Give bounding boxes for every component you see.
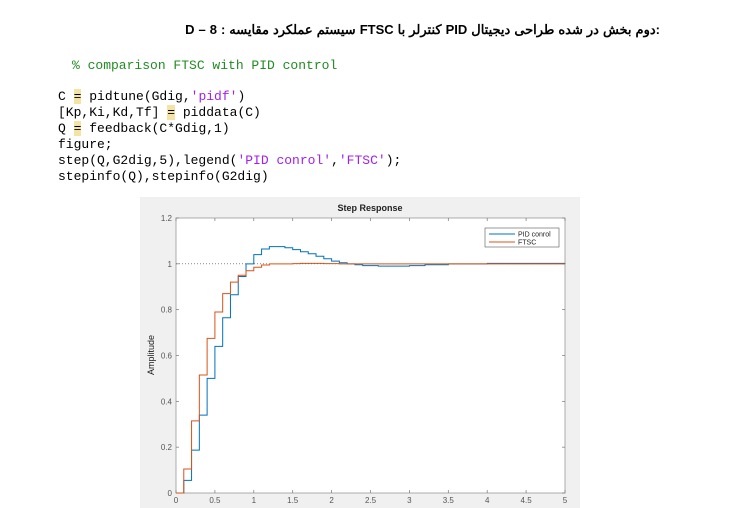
code-line: [Kp,Ki,Kd,Tf] = piddata(C) bbox=[58, 105, 401, 121]
code-text: [Kp,Ki,Kd,Tf] bbox=[58, 105, 168, 120]
step-response-figure: Step Response Amplitude 0 0.5 1 1.5 2 2.5 3 3.5… bbox=[140, 197, 580, 508]
heading-word: مقایسه bbox=[229, 22, 269, 37]
x-tick-label: 4.5 bbox=[521, 496, 533, 505]
code-text: pidtune(Gdig, bbox=[81, 89, 191, 104]
x-tick-label: 5 bbox=[563, 496, 568, 505]
code-line: C = pidtune(Gdig,'pidf') bbox=[58, 89, 401, 105]
code-comment: % comparison FTSC with PID control bbox=[72, 58, 338, 73]
matlab-code-block: C = pidtune(Gdig,'pidf') [Kp,Ki,Kd,Tf] = … bbox=[58, 89, 401, 185]
code-line: stepinfo(Q),stepinfo(G2dig) bbox=[58, 169, 401, 185]
y-axis-label: Amplitude bbox=[146, 335, 156, 375]
code-operator: = bbox=[167, 105, 176, 120]
code-operator: = bbox=[73, 121, 82, 136]
y-tick-label: 0.6 bbox=[161, 352, 173, 361]
code-text: , bbox=[331, 153, 339, 168]
x-tick-label: 1 bbox=[252, 496, 257, 505]
code-text: ) bbox=[237, 89, 246, 104]
code-text: feedback(C*Gdig,1) bbox=[81, 121, 230, 136]
legend-label: PID conrol bbox=[518, 232, 551, 239]
heading-word: FTSC bbox=[359, 22, 394, 37]
x-tick-label: 2 bbox=[329, 496, 334, 505]
y-tick-label: 0 bbox=[168, 489, 173, 498]
x-tick-label: 2.5 bbox=[365, 496, 377, 505]
series-line-ftsc bbox=[176, 262, 565, 494]
code-string: 'pidf' bbox=[190, 89, 238, 104]
code-text: figure; bbox=[58, 137, 113, 152]
code-text: Q bbox=[58, 121, 74, 136]
x-tick-label: 3 bbox=[407, 496, 412, 505]
code-text: ); bbox=[385, 153, 402, 168]
heading-word: D bbox=[185, 22, 195, 37]
heading-word: سیستم bbox=[316, 22, 356, 37]
y-tick-label: 1 bbox=[168, 260, 173, 269]
series-line-pid bbox=[176, 246, 566, 494]
plot-area bbox=[175, 217, 566, 494]
heading-word: دوم: bbox=[635, 22, 660, 37]
x-tick-label: 4 bbox=[485, 496, 490, 505]
y-tick-label: 1.2 bbox=[161, 214, 173, 223]
code-text: step(Q,G2dig,5),legend( bbox=[58, 153, 238, 168]
heading-word: با bbox=[397, 22, 406, 37]
y-tick-label: 0.2 bbox=[161, 443, 173, 452]
code-text: piddata(C) bbox=[175, 105, 261, 120]
heading-word: دیجیتال bbox=[471, 22, 511, 37]
heading-word: : bbox=[220, 22, 226, 37]
chart-title: Step Response bbox=[337, 203, 402, 213]
x-tick-label: 0.5 bbox=[209, 496, 221, 505]
section-heading: D –8: مقایسه عملکرد سیستم FTSC با کنترلر PID دیجی… bbox=[185, 22, 660, 38]
code-string: 'FTSC' bbox=[338, 153, 386, 168]
heading-word: 8 bbox=[209, 22, 217, 37]
y-tick-label: 0.4 bbox=[161, 397, 173, 406]
code-text: stepinfo(Q),stepinfo(G2dig) bbox=[58, 169, 269, 184]
y-tick-label: 0.8 bbox=[161, 306, 173, 315]
code-line: Q = feedback(C*Gdig,1) bbox=[58, 121, 401, 137]
heading-word: شده bbox=[558, 22, 583, 37]
code-string: 'PID conrol' bbox=[237, 153, 332, 168]
code-line: step(Q,G2dig,5),legend('PID conrol','FTS… bbox=[58, 153, 401, 169]
x-tick-label: 0 bbox=[174, 496, 179, 505]
heading-word: – bbox=[198, 22, 206, 37]
heading-word: عملکرد bbox=[272, 22, 313, 37]
heading-word: طراحی bbox=[514, 22, 555, 37]
heading-word: در bbox=[586, 22, 599, 37]
heading-word: بخش bbox=[602, 22, 632, 37]
heading-word: کنترلر bbox=[409, 22, 442, 37]
x-tick-label: 3.5 bbox=[443, 496, 455, 505]
code-operator: = bbox=[73, 89, 82, 104]
code-line: figure; bbox=[58, 137, 401, 153]
code-text: C bbox=[58, 89, 74, 104]
x-tick-label: 1.5 bbox=[287, 496, 299, 505]
heading-word: PID bbox=[445, 22, 468, 37]
legend-label: FTSC bbox=[518, 240, 536, 247]
